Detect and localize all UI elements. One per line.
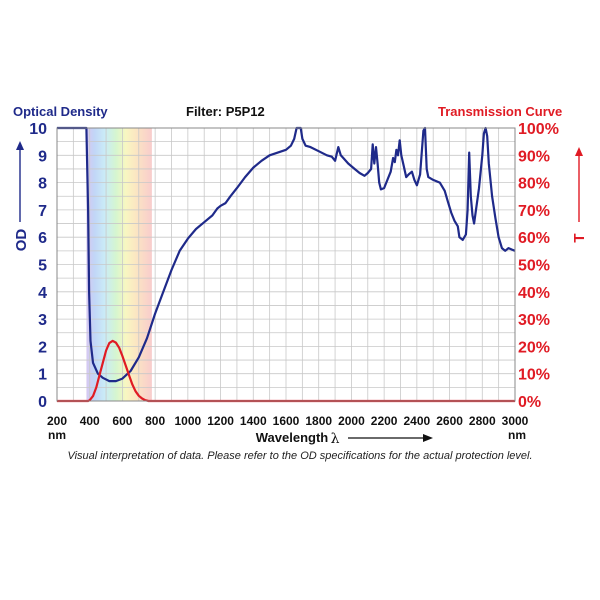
wavelength-tick-label: 800 bbox=[145, 414, 165, 428]
transmission-tick-label: 30% bbox=[518, 312, 550, 329]
transmission-axis-label: T bbox=[571, 233, 588, 242]
od-axis-arrowhead-icon bbox=[16, 141, 24, 150]
od-tick-label: 10 bbox=[29, 121, 47, 138]
wavelength-tick-label: 2200 bbox=[371, 414, 398, 428]
wavelength-tick-labels: 200 400 600 800 1000 1200 1400 1600 1800 2000 2200… bbox=[47, 414, 529, 428]
od-tick-label: 7 bbox=[38, 203, 47, 220]
wavelength-tick-label: 1200 bbox=[207, 414, 234, 428]
x-unit-right: nm bbox=[508, 428, 526, 442]
od-tick-label: 5 bbox=[38, 258, 47, 275]
od-tick-label: 8 bbox=[38, 176, 47, 193]
od-tick-label: 2 bbox=[38, 339, 47, 356]
wavelength-tick-label: 2000 bbox=[338, 414, 365, 428]
transmission-series-line bbox=[57, 339, 515, 403]
transmission-tick-label: 60% bbox=[518, 230, 550, 247]
wavelength-tick-label: 2800 bbox=[469, 414, 496, 428]
wavelength-tick-label: 2600 bbox=[436, 414, 463, 428]
od-tick-label: 6 bbox=[38, 230, 47, 247]
od-tick-label: 4 bbox=[38, 285, 47, 302]
od-tick-label: 9 bbox=[38, 148, 47, 165]
transmission-tick-label: 40% bbox=[518, 285, 550, 302]
transmission-tick-label: 20% bbox=[518, 339, 550, 356]
wavelength-tick-label: 1000 bbox=[175, 414, 202, 428]
transmission-tick-label: 90% bbox=[518, 148, 550, 165]
wavelength-tick-label: 2400 bbox=[404, 414, 431, 428]
x-unit-left: nm bbox=[48, 428, 66, 442]
od-series-line bbox=[57, 126, 516, 383]
transmission-axis-arrowhead-icon bbox=[575, 147, 583, 156]
od-tick-label: 0 bbox=[38, 394, 47, 411]
transmission-tick-label: 70% bbox=[518, 203, 550, 220]
od-axis-label: OD bbox=[13, 229, 30, 252]
plot-frame bbox=[56, 127, 516, 402]
wavelength-tick-label: 1400 bbox=[240, 414, 267, 428]
wavelength-tick-label: 400 bbox=[80, 414, 100, 428]
wavelength-tick-label: 3000 bbox=[502, 414, 529, 428]
transmission-tick-label: 50% bbox=[518, 258, 550, 275]
x-axis-label: Wavelength bbox=[256, 430, 329, 445]
wavelength-tick-label: 600 bbox=[112, 414, 132, 428]
od-tick-label: 3 bbox=[38, 312, 47, 329]
filter-name: Filter: P5P12 bbox=[186, 104, 265, 119]
od-tick-labels: 0 1 2 3 4 5 6 7 8 9 10 bbox=[29, 121, 47, 411]
od-axis-title: Optical Density bbox=[13, 104, 108, 119]
transmission-tick-label: 0% bbox=[518, 394, 541, 411]
transmission-axis-title: Transmission Curve bbox=[438, 104, 563, 119]
disclaimer-note: Visual interpretation of data. Please re… bbox=[67, 450, 533, 462]
lambda-symbol: λ bbox=[331, 431, 340, 447]
wavelength-tick-label: 200 bbox=[47, 414, 67, 428]
wavelength-tick-label: 1600 bbox=[273, 414, 300, 428]
x-axis-arrowhead-icon bbox=[423, 434, 433, 442]
grid-lines bbox=[56, 127, 516, 402]
transmission-tick-label: 100% bbox=[518, 121, 559, 138]
wavelength-tick-label: 1800 bbox=[305, 414, 332, 428]
transmission-tick-labels: 0% 10% 20% 30% 40% 50% 60% 70% 80% 90% 100% bbox=[518, 121, 559, 411]
transmission-tick-label: 10% bbox=[518, 367, 550, 384]
od-tick-label: 1 bbox=[38, 367, 47, 384]
transmission-tick-label: 80% bbox=[518, 176, 550, 193]
